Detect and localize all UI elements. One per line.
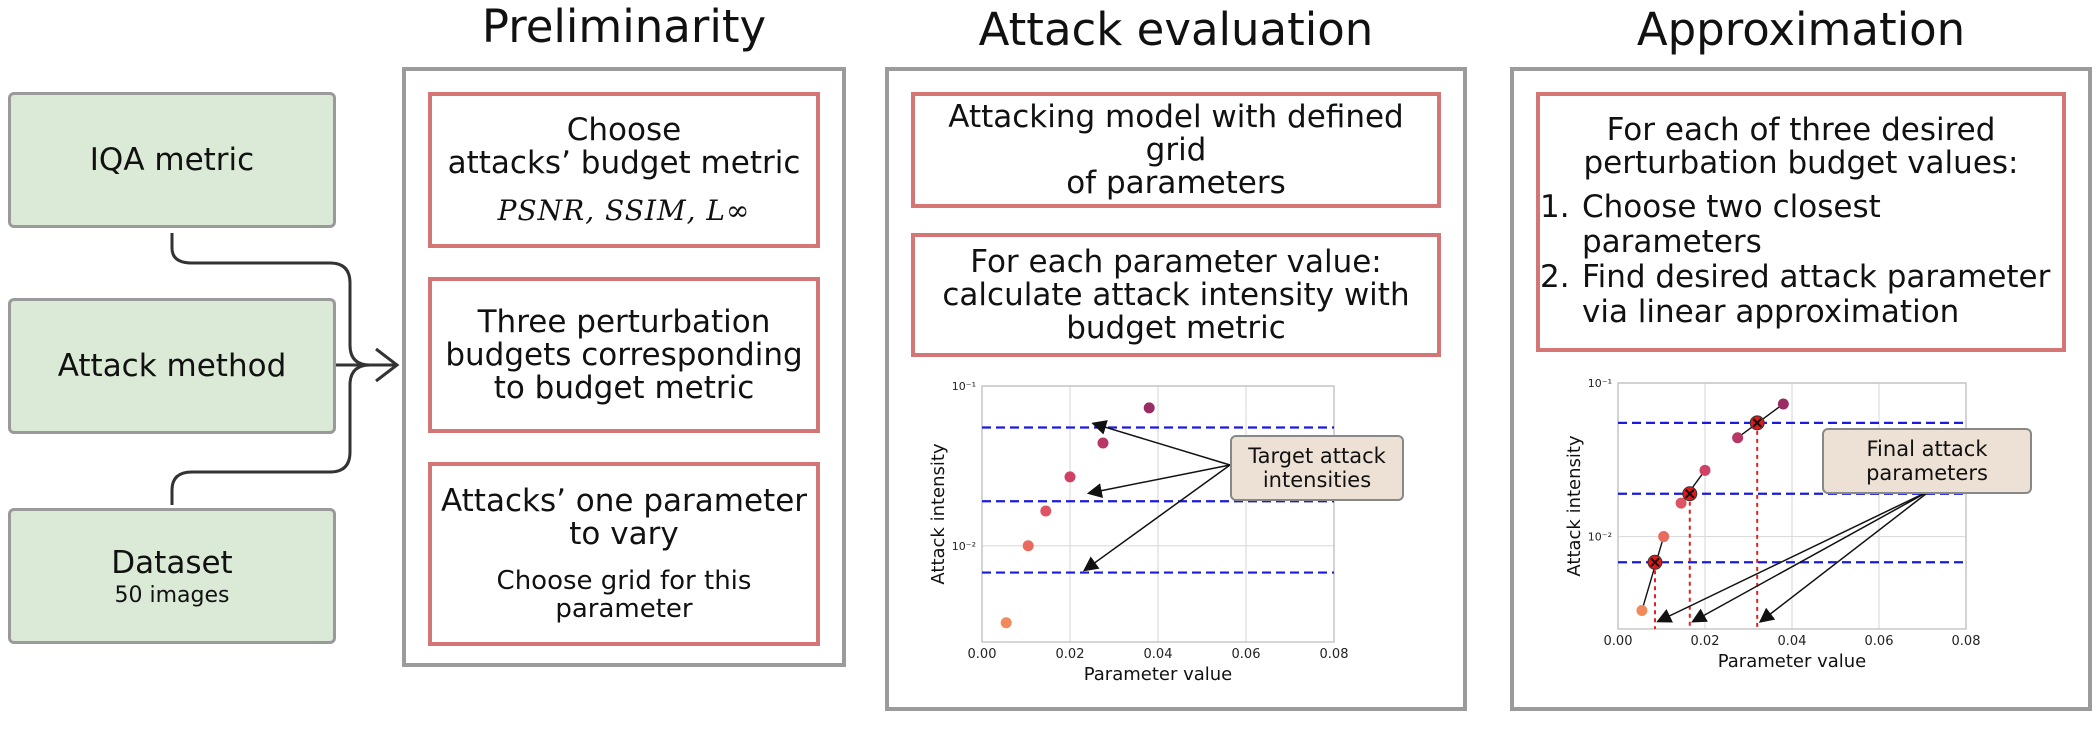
iqa-metric-label: IQA metric <box>89 142 255 178</box>
approximation-panel <box>1510 67 2092 711</box>
eval-x-tick-label: 0.08 <box>1320 647 1349 662</box>
approx-data-point <box>1636 604 1648 616</box>
eval-y-tick-label: 10⁻¹ <box>952 380 976 393</box>
parameter-line1: Attacks’ one parameter <box>440 483 808 519</box>
approx-x-tick-label: 0.00 <box>1604 634 1633 649</box>
connector-lines <box>170 233 400 505</box>
dataset-box: Dataset 50 images <box>8 508 336 644</box>
approx-x-tick-label: 0.08 <box>1952 634 1981 649</box>
attack-method-label: Attack method <box>57 348 287 384</box>
parameter-vary-box: Attacks’ one parameter to vary Choose gr… <box>428 462 820 646</box>
budget-metric-box: Choose attacks’ budget metric PSNR, SSIM… <box>428 92 820 248</box>
calculate-line1: For each parameter value: <box>970 243 1382 280</box>
approx-crossing-x-icon <box>1752 418 1762 428</box>
approx-x-axis-label: Parameter value <box>1718 651 1867 672</box>
approx-y-tick-label: 10⁻² <box>1588 531 1612 544</box>
eval-data-point <box>1040 505 1052 517</box>
dataset-label: Dataset <box>111 544 233 581</box>
approx-data-point <box>1732 432 1744 444</box>
final-callout-line1: Final attack <box>1866 437 1988 461</box>
step-2-number: 2. <box>1540 259 1570 295</box>
attacking-model-box: Attacking model with defined grid of par… <box>911 92 1441 208</box>
approx-y-tick-label: 10⁻¹ <box>1588 377 1612 390</box>
approx-y-axis-label: Attack intensity <box>1564 435 1585 577</box>
eval-x-tick-label: 0.06 <box>1232 647 1261 662</box>
eval-callout-arrow <box>1086 464 1231 498</box>
evaluation-panel <box>885 67 1467 711</box>
budget-metric-formula: PSNR, SSIM, L∞ <box>497 193 751 227</box>
eval-y-axis-label: Attack intensity <box>928 443 949 585</box>
eval-x-tick-label: 0.04 <box>1144 647 1173 662</box>
approx-plot-frame <box>1617 382 1967 630</box>
approximation-intro-line2: perturbation budget values: <box>1583 145 2019 181</box>
target-callout-line1: Target attack <box>1248 444 1386 468</box>
attack-method-box: Attack method <box>8 298 336 434</box>
approx-callout-arrow <box>1691 489 1932 623</box>
step-2-line1: Find desired attack parameter <box>1582 259 2051 295</box>
budget-metric-line2: attacks’ budget metric <box>447 144 801 181</box>
eval-y-tick-label: 10⁻² <box>952 540 976 553</box>
calculate-line3: budget metric <box>1066 309 1286 346</box>
attacking-model-line2: of parameters <box>1066 164 1286 201</box>
eval-data-point <box>1097 437 1109 449</box>
perturbation-budgets-box: Three perturbation budgets corresponding… <box>428 277 820 433</box>
eval-x-axis-label: Parameter value <box>1084 664 1233 685</box>
parameter-sub2: parameter <box>555 594 693 624</box>
eval-callout-arrow <box>1082 464 1231 572</box>
approx-callout-arrow <box>1758 489 1932 623</box>
eval-data-point <box>1000 617 1012 629</box>
perturbation-line1: Three perturbation <box>477 303 771 340</box>
eval-data-point <box>1064 471 1076 483</box>
approximation-steps-list: 1. Choose two closest parameters 2. Find… <box>1540 190 2062 330</box>
approximation-steps-box: For each of three desired perturbation b… <box>1536 92 2066 352</box>
step-1: 1. Choose two closest parameters <box>1540 190 2062 260</box>
approx-data-point <box>1675 497 1687 509</box>
approximation-intro-line1: For each of three desired <box>1606 112 1996 148</box>
approx-crossing-x-icon <box>1650 557 1660 567</box>
preliminarity-title: Preliminarity <box>481 0 767 53</box>
perturbation-line3: to budget metric <box>493 369 755 406</box>
arrow-head-icon <box>375 347 400 383</box>
approx-x-tick-label: 0.06 <box>1865 634 1894 649</box>
approx-callout-arrow <box>1656 489 1932 623</box>
calculate-intensity-box: For each parameter value: calculate atta… <box>911 233 1441 357</box>
eval-x-tick-label: 0.02 <box>1056 647 1085 662</box>
step-1-text: Choose two closest parameters <box>1582 189 1881 260</box>
budget-metric-line1: Choose <box>566 111 682 148</box>
step-1-number: 1. <box>1540 189 1570 225</box>
step-2-text: Find desired attack parameter via linear… <box>1582 260 2050 330</box>
final-callout-line2: parameters <box>1866 461 1988 485</box>
final-parameters-callout: Final attack parameters <box>1822 428 2032 494</box>
eval-x-tick-label: 0.00 <box>968 647 997 662</box>
parameter-line2: to vary <box>569 516 679 552</box>
eval-callout-arrow <box>1091 420 1231 466</box>
eval-plot-frame <box>981 385 1335 643</box>
step-2: 2. Find desired attack parameter via lin… <box>1540 260 2062 330</box>
target-intensities-callout: Target attack intensities <box>1230 435 1404 501</box>
eval-data-point <box>1143 402 1155 414</box>
evaluation-title: Attack evaluation <box>978 3 1374 56</box>
approx-crossing-x-icon <box>1685 489 1695 499</box>
approx-data-point <box>1777 398 1789 410</box>
step-2-line2: via linear approximation <box>1582 294 1960 330</box>
approximation-title: Approximation <box>1636 3 1966 56</box>
evaluation-chart: 0.00 0.02 0.04 0.06 0.08 10⁻¹ 10⁻² Parameter va… <box>928 380 1349 685</box>
perturbation-line2: budgets corresponding <box>445 336 803 373</box>
preliminarity-panel <box>402 67 846 667</box>
approx-data-point <box>1699 464 1711 476</box>
approx-data-point <box>1658 531 1670 543</box>
target-callout-line2: intensities <box>1262 468 1372 492</box>
eval-data-point <box>1022 540 1034 552</box>
approx-x-tick-label: 0.02 <box>1691 634 1720 649</box>
calculate-line2: calculate attack intensity with <box>942 276 1410 313</box>
dataset-sublabel: 50 images <box>114 582 230 608</box>
approximation-chart: 0.00 0.02 0.04 0.06 0.08 10⁻¹ 10⁻² Parameter va… <box>1564 377 1981 672</box>
approx-interp-segment <box>1641 536 1665 611</box>
iqa-metric-box: IQA metric <box>8 92 336 228</box>
approx-x-tick-label: 0.04 <box>1778 634 1807 649</box>
attacking-model-line1: Attacking model with defined grid <box>948 98 1404 168</box>
parameter-sub1: Choose grid for this <box>496 566 752 596</box>
